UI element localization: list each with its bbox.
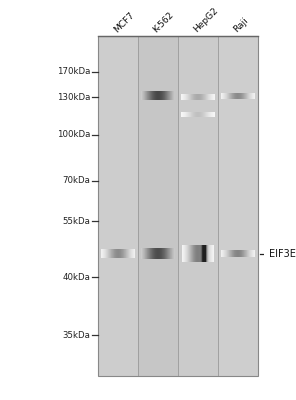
Text: Raji: Raji [231, 16, 250, 34]
Text: 55kDa: 55kDa [62, 217, 90, 226]
Text: 130kDa: 130kDa [57, 93, 90, 102]
Text: 35kDa: 35kDa [62, 331, 90, 340]
Bar [98, 36, 258, 376]
Bar [138, 36, 178, 376]
Bar [178, 36, 218, 376]
Text: 40kDa: 40kDa [62, 273, 90, 282]
Text: 170kDa: 170kDa [57, 67, 90, 76]
Text: K-562: K-562 [152, 10, 176, 34]
Text: EIF3E: EIF3E [269, 248, 296, 258]
Text: 70kDa: 70kDa [62, 176, 90, 185]
Text: 100kDa: 100kDa [57, 130, 90, 139]
Bar [218, 36, 258, 376]
Text: MCF7: MCF7 [112, 10, 136, 34]
Bar [98, 36, 138, 376]
Text: HepG2: HepG2 [192, 6, 220, 34]
